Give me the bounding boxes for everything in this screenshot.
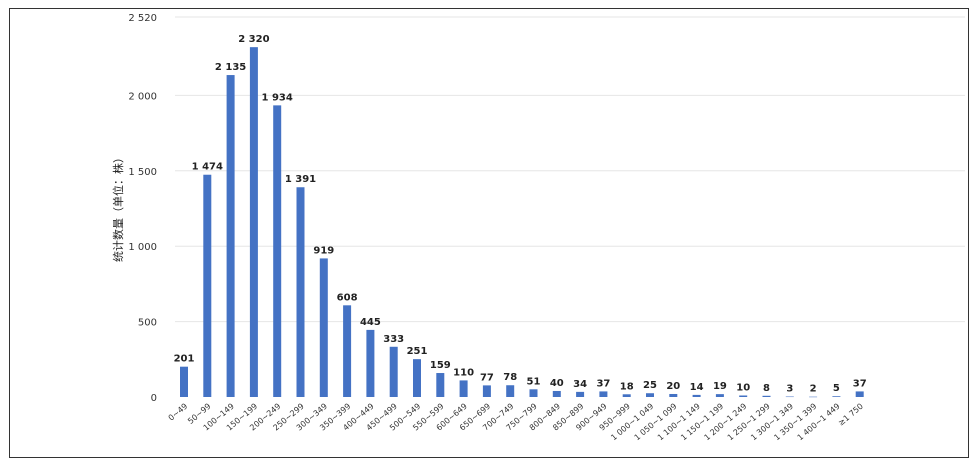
- y-tick-label: 500: [138, 318, 157, 329]
- bar: [413, 359, 421, 397]
- x-tick-label: 1 400~1 449: [796, 402, 842, 443]
- data-label: 159: [430, 360, 451, 371]
- bar: [226, 75, 235, 398]
- data-label: 919: [313, 245, 334, 256]
- data-label: 14: [690, 382, 704, 393]
- bar: [646, 393, 654, 397]
- y-tick-label: 2 000: [128, 91, 157, 102]
- data-label: 2: [810, 384, 817, 395]
- data-label: 8: [763, 383, 770, 394]
- bar: [599, 391, 608, 397]
- chart-frame: 0 500 1 000 1 500 2 000 2 520 统计数量（单位：株） 201 1 4…: [9, 8, 969, 458]
- y-tick-label: 0: [151, 393, 157, 404]
- bar: [343, 305, 352, 397]
- y-tick-label: 2 520: [128, 13, 157, 24]
- bar: [366, 329, 375, 397]
- data-label: 40: [550, 378, 564, 389]
- bar: [506, 385, 515, 397]
- bar: [669, 393, 678, 397]
- bar: [809, 396, 818, 398]
- data-label: 608: [337, 292, 358, 303]
- data-label: 201: [174, 354, 195, 365]
- bar: [436, 373, 445, 397]
- data-label: 77: [480, 372, 494, 383]
- data-label: 2 135: [215, 62, 246, 73]
- bar: [832, 396, 841, 397]
- bar: [785, 396, 794, 398]
- data-label: 1 474: [192, 162, 223, 173]
- bar: [273, 105, 282, 397]
- bar: [296, 187, 305, 397]
- bar: [715, 394, 724, 397]
- data-label: 110: [453, 367, 474, 378]
- data-label: 251: [407, 346, 428, 357]
- bar: [739, 395, 748, 397]
- bar: [249, 47, 258, 398]
- data-label: 19: [713, 381, 727, 392]
- data-label: 37: [853, 378, 867, 389]
- bar: [855, 391, 864, 397]
- bar: [389, 346, 398, 397]
- bar: [552, 390, 561, 397]
- bar: [482, 385, 491, 397]
- data-label: 445: [360, 317, 381, 328]
- bar: [692, 394, 701, 397]
- bar: [762, 395, 771, 397]
- data-label: 3: [786, 384, 793, 395]
- y-tick-label: 1 000: [128, 242, 157, 253]
- bar: [459, 380, 468, 397]
- y-axis-label: 统计数量（单位：株）: [111, 152, 125, 262]
- x-tick-label: ≥1 750: [837, 402, 865, 428]
- bar: [319, 258, 328, 397]
- bar: [203, 174, 212, 397]
- data-label: 34: [573, 379, 587, 390]
- data-label: 333: [383, 334, 404, 345]
- data-label: 51: [527, 376, 541, 387]
- data-label: 1 934: [262, 92, 293, 103]
- data-label: 5: [833, 383, 840, 394]
- data-label: 37: [596, 378, 610, 389]
- data-label: 18: [620, 381, 634, 392]
- data-label: 25: [643, 380, 657, 391]
- bar: [180, 366, 188, 397]
- data-label: 1 391: [285, 174, 316, 185]
- bar: [529, 389, 538, 397]
- data-label: 78: [503, 372, 517, 383]
- data-label: 2 320: [238, 34, 269, 45]
- data-label: 10: [736, 382, 750, 393]
- y-tick-label: 1 500: [128, 167, 157, 178]
- data-label: 20: [666, 381, 680, 392]
- bar: [622, 394, 631, 397]
- bar: [576, 391, 585, 397]
